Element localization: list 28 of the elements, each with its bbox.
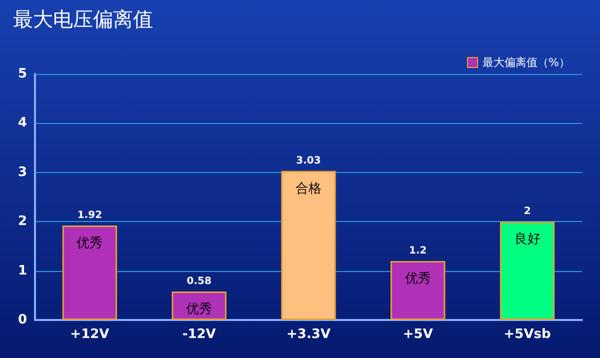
data-label: 3.03 — [296, 155, 321, 166]
annotation: 良好 — [514, 232, 540, 248]
legend-label: 最大偏离值（%） — [482, 56, 570, 69]
x-tick-label: +12V — [70, 327, 110, 342]
x-tick-label: +5Vsb — [504, 327, 551, 342]
data-label: 1.2 — [409, 245, 427, 256]
y-tick-label: 5 — [18, 66, 27, 82]
bar — [62, 226, 118, 320]
bar — [500, 222, 555, 320]
x-tick-label: +3.3V — [286, 327, 330, 342]
data-label: 2 — [524, 206, 531, 218]
y-tick-label: 2 — [18, 214, 27, 230]
bar — [172, 291, 226, 320]
y-tick-label: 1 — [18, 263, 27, 278]
y-tick-label: 0 — [18, 312, 27, 328]
y-tick-label: 4 — [18, 116, 27, 131]
x-tick-label: +5V — [402, 327, 433, 342]
bar — [390, 260, 446, 320]
bar — [281, 170, 336, 320]
annotation: 优秀 — [186, 302, 212, 317]
annotation: 合格 — [296, 181, 322, 196]
data-label: 0.58 — [186, 276, 212, 287]
y-tick-label: 3 — [18, 164, 27, 180]
x-tick-label: -12V — [182, 327, 216, 342]
chart-title: 最大电压偏离值 — [13, 7, 153, 31]
data-label: 1.92 — [77, 210, 102, 222]
annotation: 优秀 — [404, 271, 431, 286]
annotation: 优秀 — [76, 236, 103, 252]
